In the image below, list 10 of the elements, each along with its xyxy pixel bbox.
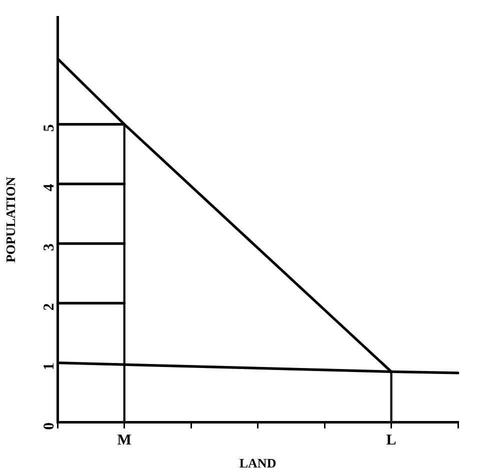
- y-tick-label: 3: [41, 244, 58, 252]
- y-tick-label: 5: [41, 124, 58, 132]
- y-tick-label: 2: [41, 303, 58, 311]
- y-tick-label: 4: [41, 183, 58, 192]
- x-tick-label: M: [117, 432, 132, 448]
- y-tick-label: 1: [41, 362, 58, 370]
- y-tick-label: 0: [41, 422, 58, 430]
- x-tick-label: L: [386, 432, 396, 448]
- x-axis-title: LAND: [239, 456, 276, 471]
- y-axis-title: POPULATION: [3, 176, 18, 263]
